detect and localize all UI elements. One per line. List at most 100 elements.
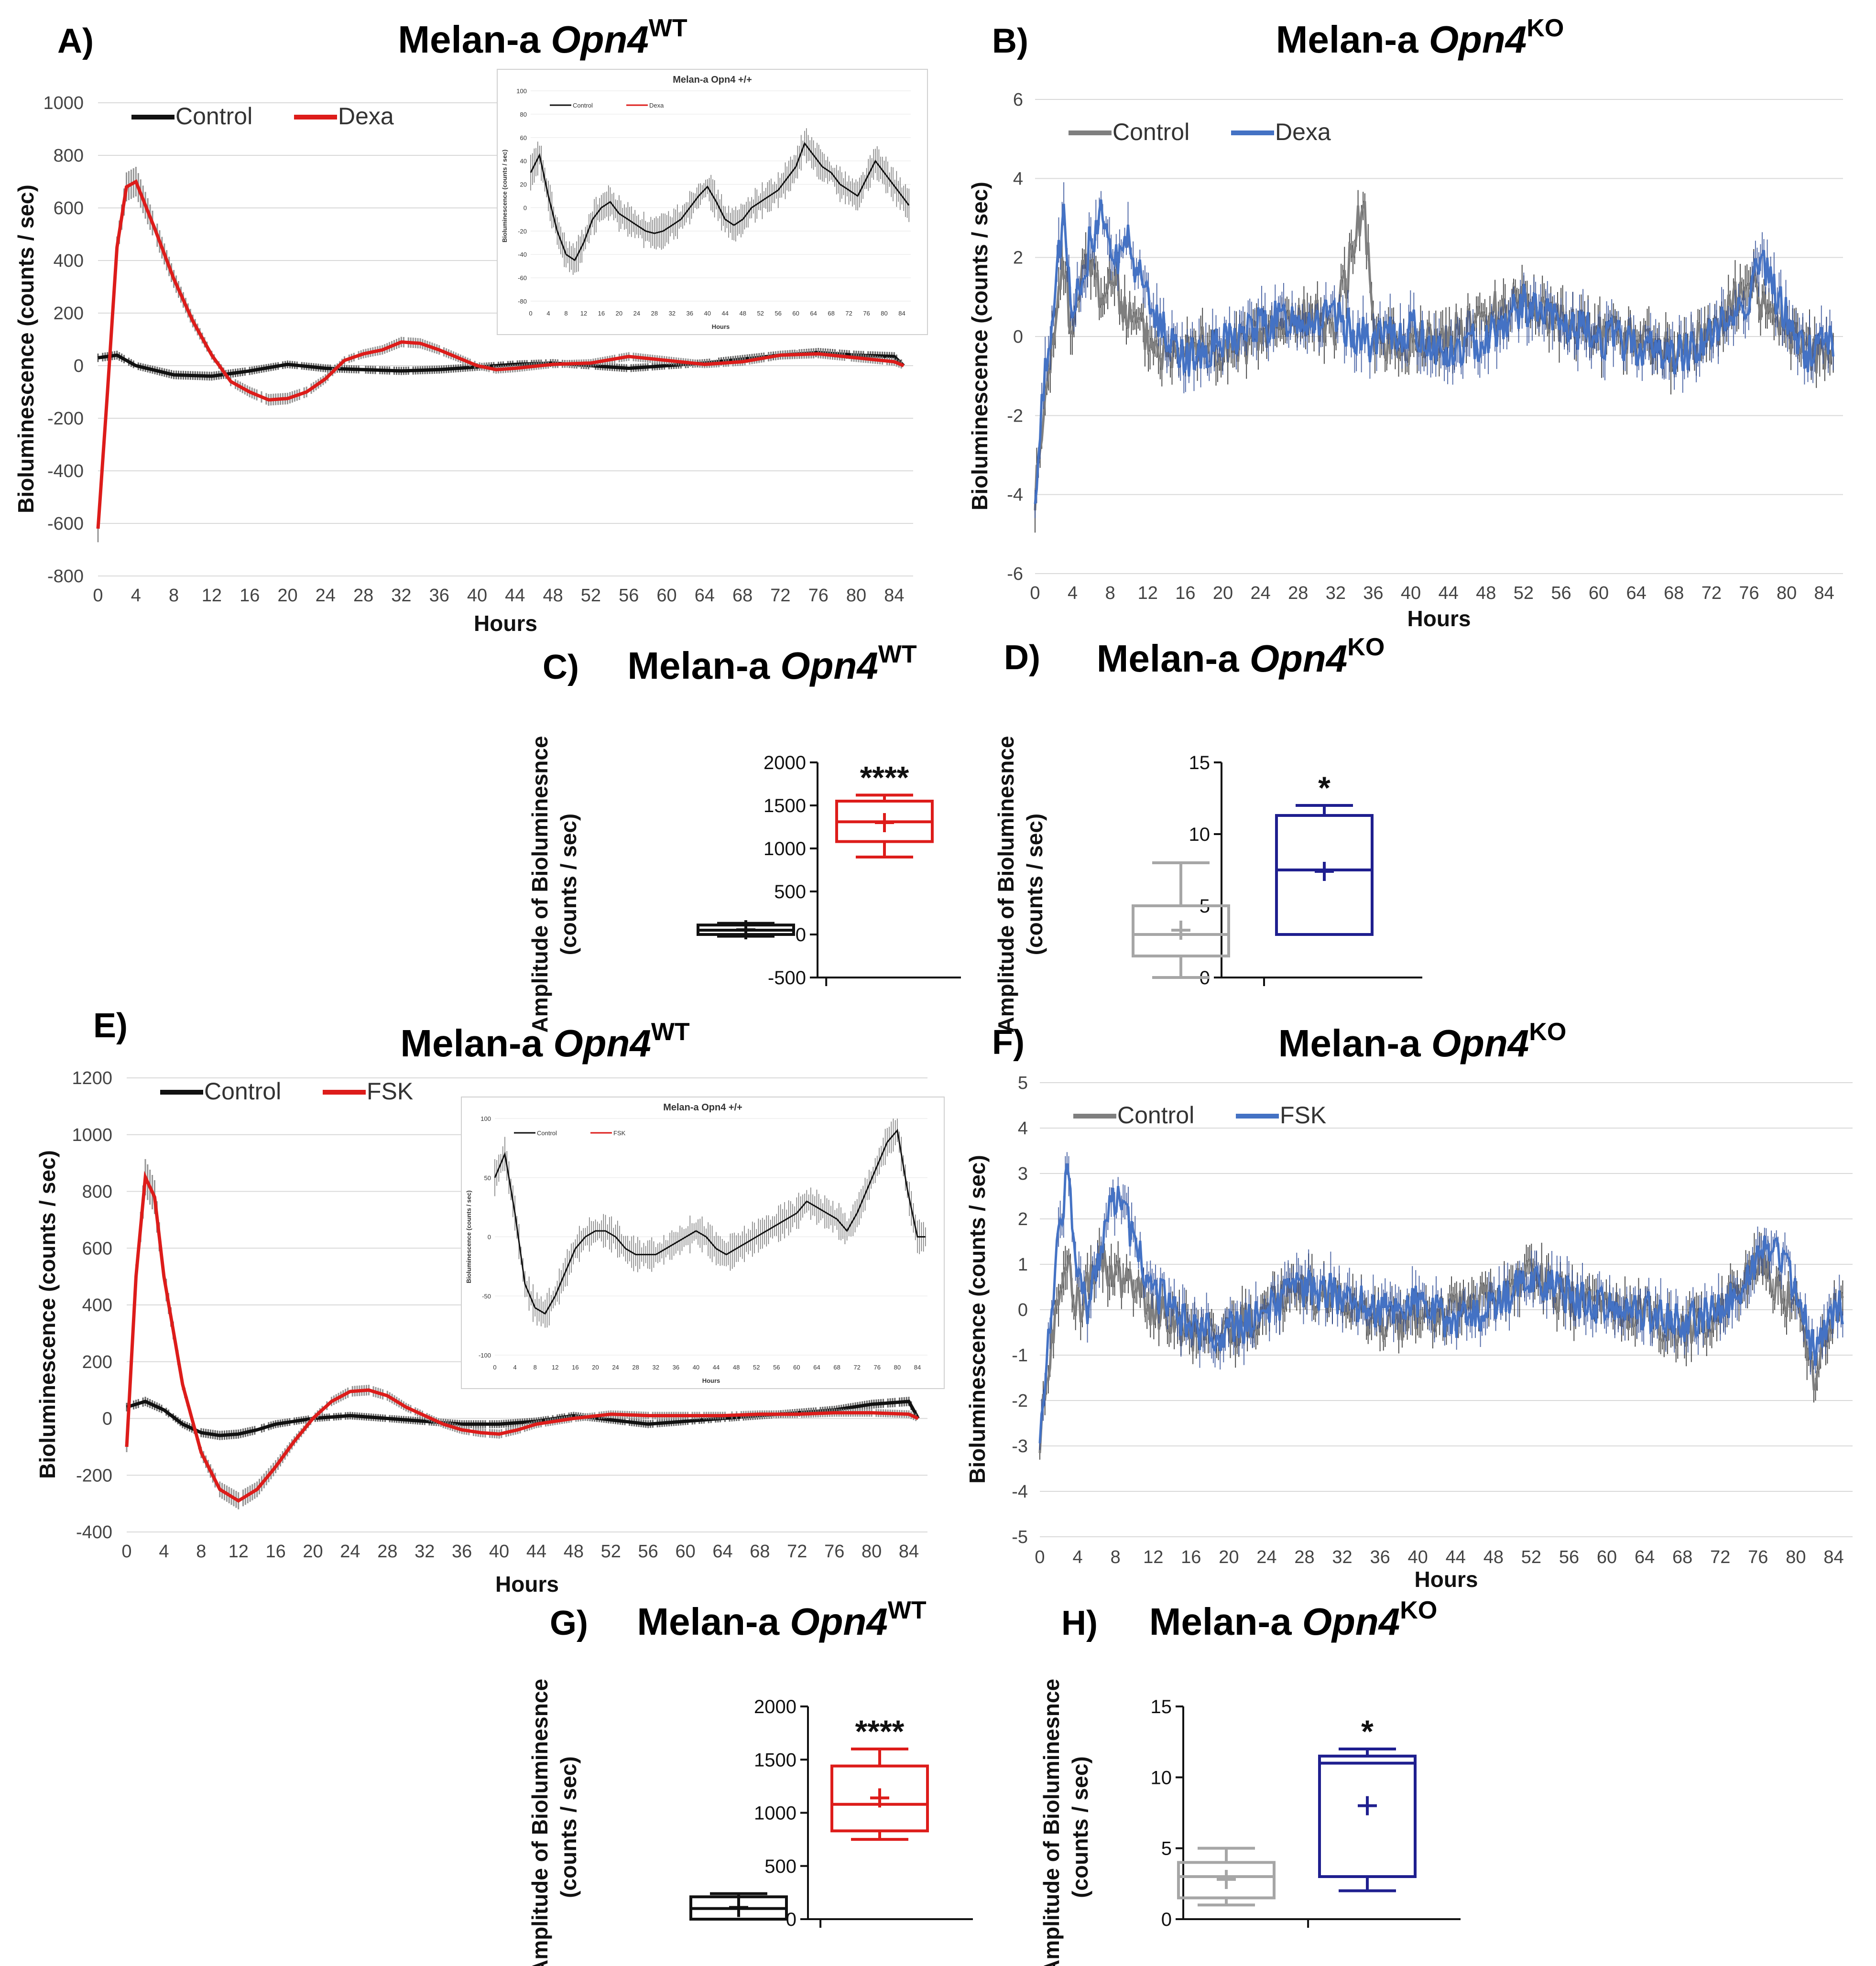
inset-x-tick: 36 — [673, 1364, 679, 1371]
error-bars — [1035, 190, 1834, 533]
x-tick-label: 12 — [1143, 1547, 1163, 1567]
panel-title-superscript: WT — [888, 1597, 927, 1624]
x-tick-label: 68 — [732, 586, 753, 606]
y-tick-label: 400 — [82, 1295, 112, 1315]
inset-y-tick: -100 — [479, 1352, 491, 1359]
x-tick-label: 76 — [824, 1542, 844, 1562]
inset-x-tick: 12 — [552, 1364, 558, 1371]
y-axis-label: Bioluminescence (counts / sec) — [967, 182, 992, 511]
x-tick-label: 84 — [1823, 1547, 1843, 1567]
series-line — [125, 1171, 919, 1503]
inset-y-tick: 0 — [524, 204, 527, 211]
panel-title-gene: Opn4 — [553, 1022, 651, 1064]
panel-H: H) 0 5 10 15 Amplitude of Bioluminesnce (count… — [1039, 1604, 1461, 1966]
series-line — [1034, 199, 1835, 504]
x-tick-label: 32 — [1332, 1547, 1352, 1567]
y-tick-label: 10 — [1151, 1767, 1172, 1788]
y-tick-label: -5 — [1012, 1527, 1028, 1547]
y-tick-label: 2 — [1013, 248, 1023, 268]
series-line — [1038, 1163, 1844, 1444]
box-iqr — [1132, 904, 1230, 957]
x-tick-label: 36 — [1363, 583, 1383, 603]
y-tick-label: -6 — [1007, 564, 1023, 584]
x-tick-label: 8 — [1105, 583, 1115, 603]
x-tick-label: 44 — [1439, 583, 1459, 603]
panel-label: H) — [1061, 1604, 1098, 1642]
inset-x-tick: 80 — [894, 1364, 901, 1371]
panel-title-prefix: Melan-a — [627, 644, 780, 687]
y-tick-label: 1000 — [754, 1803, 796, 1824]
panel-title-superscript: KO — [1347, 633, 1385, 661]
panel-title: Melan-a Opn4KO — [1278, 1018, 1567, 1064]
x-tick-label: 0 — [1035, 1547, 1045, 1567]
panel-title-prefix: Melan-a — [1149, 1600, 1302, 1643]
inset-y-tick: -60 — [518, 274, 527, 282]
inset-x-tick: 80 — [881, 310, 887, 317]
x-axis-label: Hours — [1407, 606, 1471, 631]
inset-y-tick: 60 — [520, 134, 527, 141]
x-tick-label: 0 — [1030, 583, 1040, 603]
y-tick-label: 1000 — [43, 93, 84, 113]
inset-y-tick: 40 — [520, 158, 527, 165]
x-tick-label: 24 — [1256, 1547, 1276, 1567]
legend-label: Control — [204, 1078, 281, 1105]
inset-x-tick: 48 — [739, 310, 746, 317]
inset-x-tick: 16 — [598, 310, 605, 317]
x-tick-label: 68 — [1672, 1547, 1692, 1567]
x-tick-label: 84 — [1814, 583, 1834, 603]
x-tick-label: 40 — [467, 586, 487, 606]
x-axis-label: Hours — [474, 611, 537, 636]
panel-title-superscript: KO — [1400, 1597, 1437, 1624]
x-tick-label: 40 — [489, 1542, 509, 1562]
panel-title-gene: Opn4 — [790, 1600, 887, 1643]
x-tick-label: 72 — [770, 586, 790, 606]
panel-title: Melan-a Opn4KO — [1276, 14, 1564, 61]
inset-y-tick: 0 — [488, 1234, 491, 1241]
x-tick-label: 28 — [353, 586, 373, 606]
x-tick-label: 64 — [695, 586, 715, 606]
x-tick-label: 8 — [169, 586, 179, 606]
y-tick-label: 5 — [1018, 1073, 1028, 1093]
panel-C: C) -500 0 500 1000 1500 2000 Amplitude of Biolu… — [527, 648, 961, 1033]
x-tick-label: 52 — [1514, 583, 1534, 603]
y-tick-label: 1000 — [72, 1125, 112, 1145]
inset-legend-label: Dexa — [649, 102, 664, 109]
panel-label: A) — [57, 22, 94, 60]
inset-frame — [461, 1097, 945, 1389]
x-tick-label: 48 — [1476, 583, 1496, 603]
x-tick-label: 32 — [1326, 583, 1346, 603]
y-tick-label: -600 — [47, 514, 84, 534]
inset-y-tick: -50 — [482, 1293, 491, 1300]
y-tick-label: 500 — [774, 881, 806, 902]
x-tick-label: 4 — [131, 586, 141, 606]
box-control — [689, 1892, 788, 1921]
box-iqr — [1275, 814, 1374, 936]
y-axis-label: Bioluminescence (counts / sec) — [13, 185, 38, 513]
inset-x-tick: 16 — [572, 1364, 578, 1371]
y-tick-label: 3 — [1018, 1164, 1028, 1184]
panel-title: Melan-a Opn4KO — [1097, 633, 1385, 680]
panel-title-prefix: Melan-a — [637, 1600, 790, 1643]
y-axis-label: Amplitude of Bioluminesnce — [1039, 1679, 1064, 1966]
x-tick-label: 60 — [1589, 583, 1609, 603]
x-tick-label: 8 — [196, 1542, 206, 1562]
y-tick-label: -400 — [76, 1522, 112, 1542]
inset-x-tick: 60 — [793, 1364, 800, 1371]
y-tick-label: 10 — [1189, 824, 1211, 845]
x-tick-label: 76 — [808, 586, 829, 606]
panel-title: Melan-a Opn4WT — [398, 14, 687, 61]
x-tick-label: 56 — [619, 586, 639, 606]
x-tick-label: 56 — [1551, 583, 1571, 603]
box-control — [1132, 861, 1230, 979]
inset-x-tick: 52 — [757, 310, 763, 317]
y-tick-label: 2000 — [763, 752, 806, 773]
x-tick-label: 12 — [202, 586, 222, 606]
x-tick-label: 60 — [1597, 1547, 1617, 1567]
x-axis-label: Hours — [495, 1572, 559, 1597]
panel-label: F) — [992, 1023, 1025, 1062]
x-tick-label: 36 — [452, 1542, 472, 1562]
